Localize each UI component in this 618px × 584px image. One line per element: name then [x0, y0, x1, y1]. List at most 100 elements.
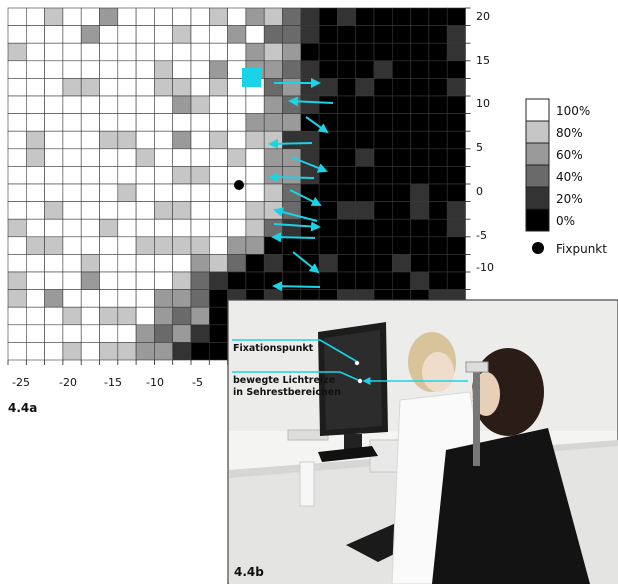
grid-cell	[355, 7, 375, 26]
grid-cell	[7, 254, 27, 273]
grid-cell	[446, 254, 466, 273]
grid-cell	[117, 113, 137, 132]
grid-cell	[99, 306, 119, 326]
y-tick-minus5: -5	[476, 229, 487, 242]
grid-cell	[318, 254, 338, 273]
grid-cell	[62, 342, 82, 361]
grid-cell	[99, 218, 119, 238]
legend-label-100: 100%	[556, 104, 590, 118]
grid-cell	[172, 236, 192, 255]
grid-cell	[190, 78, 210, 97]
grid-cell	[245, 254, 265, 273]
grid-cell	[25, 236, 45, 255]
fixation-point-marker	[234, 180, 244, 190]
grid-cell	[391, 183, 411, 202]
grid-cell	[209, 324, 228, 343]
grid-cell	[7, 60, 27, 79]
grid-cell	[190, 60, 210, 79]
grid-cell	[391, 130, 411, 150]
legend-label-20: 20%	[556, 192, 583, 206]
x-axis-ticks: -25 -20 -15 -10 -5	[7, 360, 229, 389]
grid-cell	[135, 7, 155, 26]
grid-cell	[135, 342, 155, 361]
grid-cell	[62, 148, 82, 167]
grid-cell	[172, 254, 192, 273]
grid-cell	[190, 130, 210, 150]
grid-cell	[428, 42, 448, 62]
grid-cell	[7, 42, 27, 62]
grid-cell	[391, 148, 411, 167]
grid-cell	[99, 183, 119, 202]
grid-cell	[25, 95, 45, 114]
grid-cell	[209, 7, 228, 26]
grid-cell	[355, 95, 375, 114]
grid-cell	[80, 218, 100, 238]
grid-cell	[117, 42, 137, 62]
y-tick-minus10: -10	[476, 261, 494, 274]
grid-cell	[99, 324, 119, 343]
grid-cell	[391, 95, 411, 114]
grid-cell	[282, 60, 302, 79]
grid-cell	[391, 236, 411, 255]
grid-cell	[135, 60, 155, 79]
grid-cell	[373, 148, 393, 167]
grid-cell	[337, 130, 356, 150]
grid-cell	[391, 271, 411, 290]
legend-swatch-60	[525, 142, 550, 166]
grid-cell	[154, 324, 173, 343]
grid-cell	[245, 42, 265, 62]
stand	[299, 461, 315, 507]
grid-cell	[190, 42, 210, 62]
grid-cell	[44, 218, 64, 238]
highlighted-stimulus-square	[242, 68, 261, 87]
grid-cell	[391, 254, 411, 273]
grid-cell	[446, 78, 466, 97]
caption-fixation: Fixationspunkt	[233, 343, 314, 354]
grid-cell	[135, 271, 155, 290]
grid-cell	[80, 306, 100, 326]
grid-cell	[410, 201, 430, 220]
grid-cell	[7, 166, 27, 185]
grid-cell	[44, 7, 64, 26]
grid-cell	[99, 95, 119, 114]
grid-cell	[428, 201, 448, 220]
grid-cell	[80, 342, 100, 361]
grid-cell	[209, 25, 228, 44]
grid-cell	[209, 113, 228, 132]
grid-cell	[209, 254, 228, 273]
grid-cell	[44, 130, 64, 150]
grid-cell	[7, 95, 27, 114]
grid-cell	[25, 342, 45, 361]
grid-cell	[25, 183, 45, 202]
grid-cell	[99, 201, 119, 220]
grid-cell	[62, 42, 82, 62]
grid-cell	[373, 218, 393, 238]
grid-cell	[391, 218, 411, 238]
grid-cell	[154, 218, 173, 238]
grid-cell	[446, 201, 466, 220]
grid-cell	[190, 236, 210, 255]
grid-cell	[373, 25, 393, 44]
grid-cell	[337, 271, 356, 290]
grid-cell	[135, 95, 155, 114]
grid-cell	[391, 42, 411, 62]
grid-cell	[428, 218, 448, 238]
grid-cell	[99, 7, 119, 26]
arrow-11	[292, 251, 320, 274]
grid-cell	[355, 183, 375, 202]
grid-cell	[80, 130, 100, 150]
grid-cell	[318, 95, 338, 114]
legend-swatch-40	[525, 164, 550, 188]
grid-cell	[172, 60, 192, 79]
grid-cell	[99, 271, 119, 290]
grid-cell	[355, 130, 375, 150]
grid-cell	[282, 25, 302, 44]
arrow-2	[288, 96, 334, 107]
grid-cell	[7, 306, 27, 326]
grid-cell	[25, 7, 45, 26]
legend: 100% 80% 60% 40% 20% 0% Fixpunkt	[525, 98, 607, 256]
grid-cell	[25, 254, 45, 273]
grid-cell	[410, 183, 430, 202]
grid-cell	[80, 42, 100, 62]
